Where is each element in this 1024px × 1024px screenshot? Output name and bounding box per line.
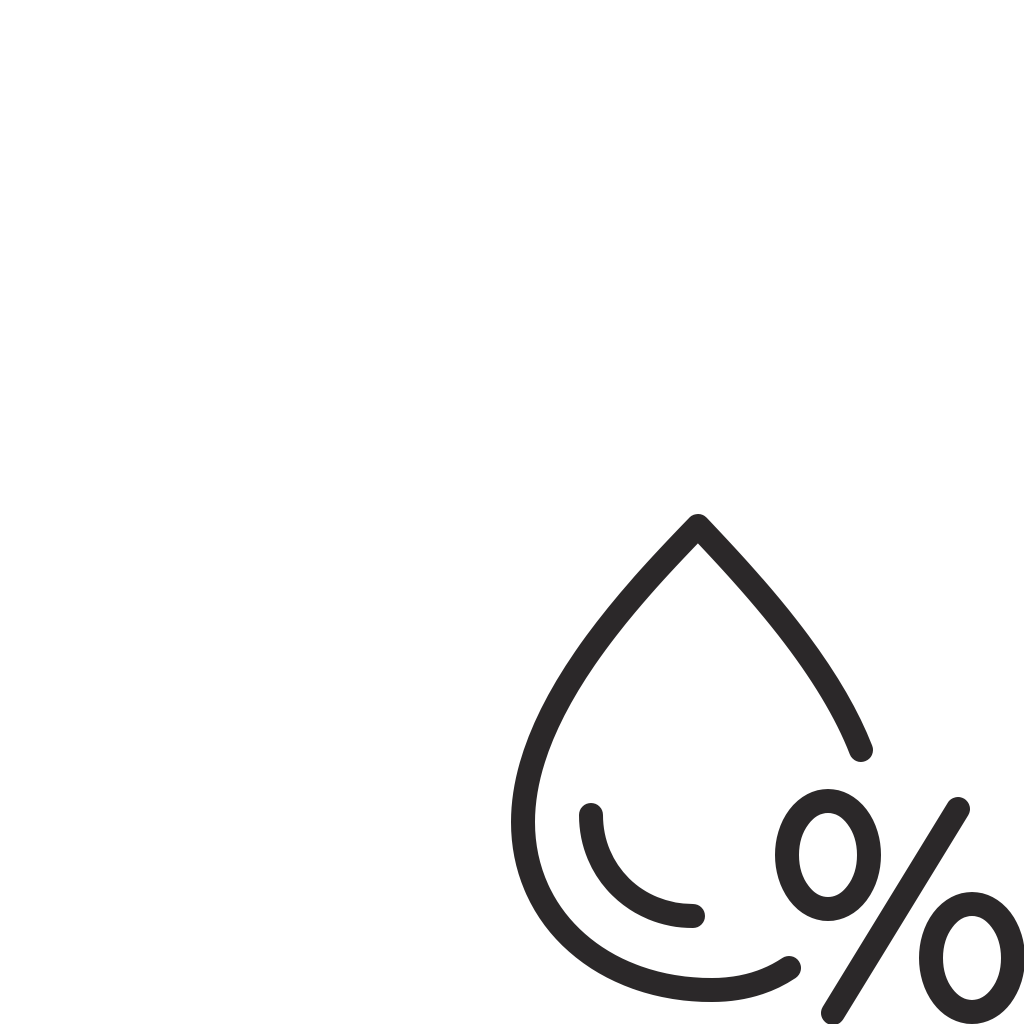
- percent-upper-circle: [775, 789, 881, 921]
- percent-slash: [821, 797, 970, 1024]
- percent-lower-circle: [919, 892, 1024, 1024]
- water-drop-outline: [511, 514, 873, 1002]
- drop-highlight-arc: [579, 803, 705, 928]
